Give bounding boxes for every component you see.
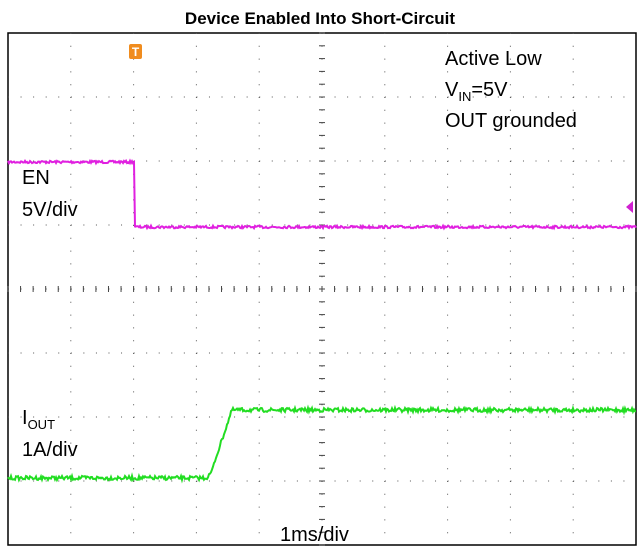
en-trace bbox=[7, 158, 637, 231]
ch1-level-marker bbox=[626, 201, 633, 213]
traces bbox=[7, 158, 637, 484]
iout-sub: OUT bbox=[28, 417, 56, 432]
iout-label: IOUT bbox=[22, 407, 55, 432]
en-scale: 5V/div bbox=[22, 199, 78, 221]
mode-label: Active Low bbox=[445, 48, 542, 70]
vin-rest: =5V bbox=[471, 79, 508, 101]
vin-label: VIN=5V bbox=[445, 79, 508, 104]
iout-main: I bbox=[22, 407, 28, 429]
trigger-label: T bbox=[132, 45, 140, 59]
iout-trace bbox=[7, 404, 636, 484]
title: Device Enabled Into Short-Circuit bbox=[185, 9, 455, 28]
vin-main: V bbox=[445, 79, 459, 101]
vin-sub: IN bbox=[458, 89, 471, 104]
time-scale: 1ms/div bbox=[280, 524, 349, 546]
en-label: EN bbox=[22, 167, 50, 189]
out-label: OUT grounded bbox=[445, 110, 577, 132]
grid bbox=[7, 32, 637, 546]
trigger-marker: T bbox=[129, 44, 142, 59]
iout-scale: 1A/div bbox=[22, 439, 78, 461]
